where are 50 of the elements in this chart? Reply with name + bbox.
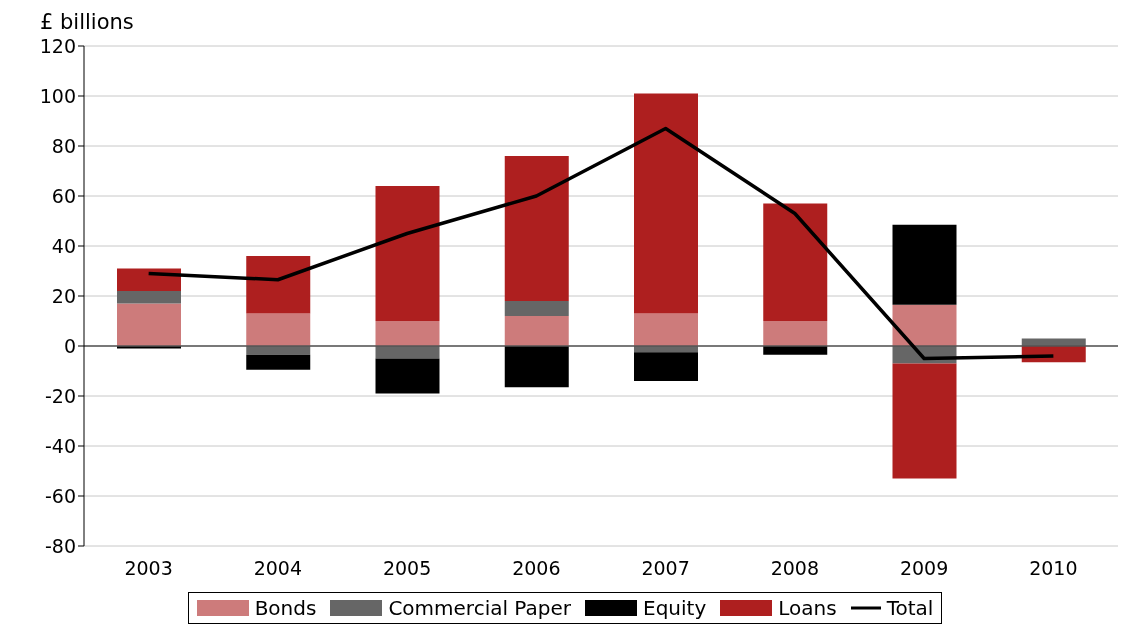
- legend-label: Commercial Paper: [387, 596, 571, 620]
- legend-label: Total: [885, 596, 934, 620]
- x-tick-label: 2007: [641, 557, 690, 580]
- bar: [117, 291, 181, 304]
- y-tick-label: 60: [51, 184, 76, 207]
- bar: [763, 346, 828, 355]
- y-tick-label: -20: [44, 384, 76, 407]
- bar: [892, 363, 957, 479]
- y-tick-label: 40: [51, 234, 76, 257]
- bar: [117, 303, 181, 346]
- bar: [892, 224, 957, 305]
- bar: [375, 186, 440, 321]
- y-tick-label: 0: [63, 334, 76, 357]
- x-tick-label: 2006: [512, 557, 561, 580]
- bar: [375, 321, 440, 346]
- bar: [117, 268, 181, 291]
- bar: [763, 321, 828, 346]
- x-tick-label: 2009: [899, 557, 949, 580]
- x-tick-label: 2008: [770, 557, 820, 580]
- bar: [634, 313, 698, 346]
- y-axis-title: £ billions: [40, 10, 134, 34]
- y-tick-label: -80: [44, 534, 76, 557]
- x-tick-label: 2003: [124, 557, 173, 580]
- y-tick-label: 80: [51, 134, 76, 157]
- y-tick-label: 20: [51, 284, 76, 307]
- legend-label: Equity: [642, 596, 707, 620]
- bar: [375, 358, 440, 394]
- bar: [634, 352, 698, 381]
- y-tick-label: 100: [39, 84, 76, 107]
- line-series: [146, 126, 1056, 361]
- bar: [504, 346, 569, 388]
- x-tick-label: 2004: [253, 557, 303, 580]
- legend-label: Bonds: [253, 596, 317, 620]
- bar: [634, 93, 698, 314]
- bar: [504, 301, 569, 316]
- bar: [504, 316, 569, 346]
- y-tick-label: 120: [39, 34, 76, 57]
- bar: [504, 156, 569, 301]
- bar: [763, 203, 828, 321]
- bar: [246, 354, 311, 370]
- bar: [892, 304, 957, 346]
- bar: [246, 346, 311, 355]
- legend-label: Loans: [777, 596, 837, 620]
- x-tick-label: 2005: [382, 557, 432, 580]
- bar: [375, 346, 440, 359]
- x-tick-label: 2010: [1029, 557, 1078, 580]
- y-tick-label: -40: [44, 434, 76, 457]
- bar: [246, 256, 311, 314]
- y-tick-label: -60: [44, 484, 76, 507]
- bar: [246, 313, 311, 346]
